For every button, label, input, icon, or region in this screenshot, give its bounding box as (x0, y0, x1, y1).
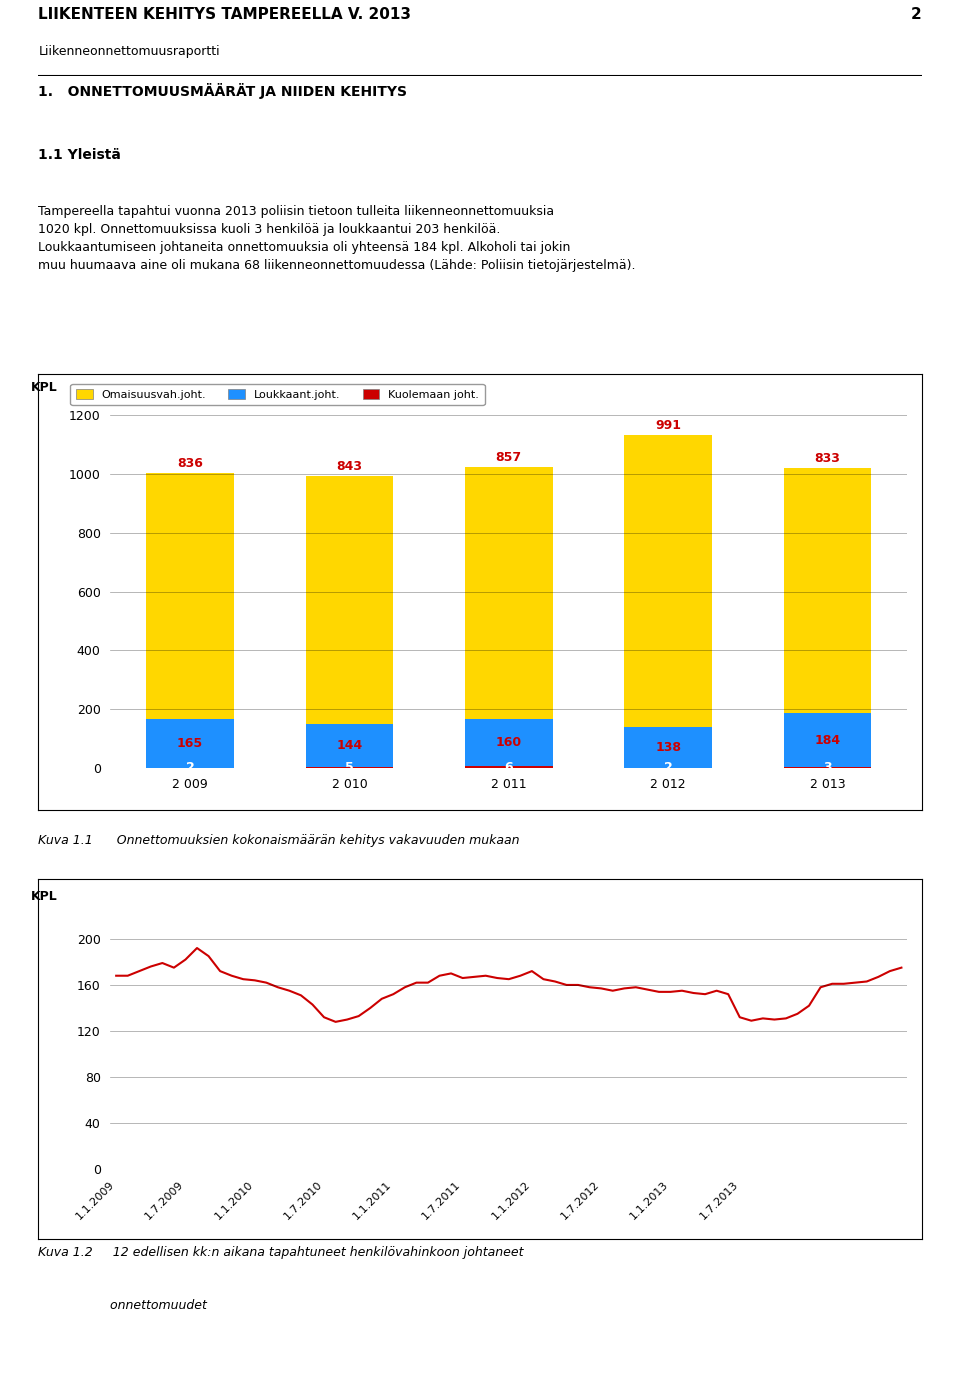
Text: onnettomuudet: onnettomuudet (38, 1298, 207, 1312)
Text: 2: 2 (663, 761, 673, 774)
Text: 2: 2 (185, 761, 195, 774)
Text: 138: 138 (655, 740, 682, 754)
Text: 6: 6 (505, 761, 513, 774)
Bar (146, 473, 234, 720)
Text: 1.1 Yleistä: 1.1 Yleistä (38, 148, 121, 162)
Bar (465, 720, 553, 767)
Bar (305, 724, 394, 767)
Text: Kuva 1.2     12 edellisen kk:n aikana tapahtuneet henkilövahinkoon johtaneet: Kuva 1.2 12 edellisen kk:n aikana tapaht… (38, 1246, 524, 1258)
Text: Tampereella tapahtui vuonna 2013 poliisin tietoon tulleita liikenneonnettomuuksi: Tampereella tapahtui vuonna 2013 poliisi… (38, 205, 636, 271)
Text: 184: 184 (814, 734, 841, 747)
Text: 1.   ONNETTOMUUSMÄÄRÄT JA NIIDEN KEHITYS: 1. ONNETTOMUUSMÄÄRÄT JA NIIDEN KEHITYS (38, 83, 407, 100)
Legend: Omaisuusvah.joht., Loukkaant.joht., Kuolemaan joht.: Omaisuusvah.joht., Loukkaant.joht., Kuol… (70, 383, 485, 406)
Text: 144: 144 (336, 739, 363, 752)
Text: KPL: KPL (31, 890, 58, 904)
Text: 836: 836 (178, 457, 203, 469)
Text: 5: 5 (345, 761, 354, 774)
Text: 857: 857 (495, 451, 522, 464)
Text: 991: 991 (655, 419, 682, 432)
Bar (305, 476, 394, 724)
Text: KPL: KPL (31, 381, 58, 394)
Bar (146, 720, 234, 768)
Text: LIIKENTEEN KEHITYS TAMPEREELLA V. 2013: LIIKENTEEN KEHITYS TAMPEREELLA V. 2013 (38, 7, 412, 22)
Text: 843: 843 (336, 459, 363, 473)
Bar (783, 468, 872, 713)
Text: 165: 165 (177, 736, 204, 750)
Text: 160: 160 (495, 736, 522, 749)
Text: 3: 3 (824, 761, 831, 774)
Text: Liikenneonnettomuusraportti: Liikenneonnettomuusraportti (38, 46, 220, 58)
Bar (624, 727, 712, 768)
Bar (783, 713, 872, 767)
Bar (305, 767, 394, 768)
Text: Kuva 1.1      Onnettomuuksien kokonaismäärän kehitys vakavuuden mukaan: Kuva 1.1 Onnettomuuksien kokonaismäärän … (38, 835, 520, 847)
Bar (465, 767, 553, 768)
Bar (465, 468, 553, 720)
Text: 833: 833 (815, 451, 840, 465)
Text: 2: 2 (911, 7, 922, 22)
Bar (624, 436, 712, 727)
